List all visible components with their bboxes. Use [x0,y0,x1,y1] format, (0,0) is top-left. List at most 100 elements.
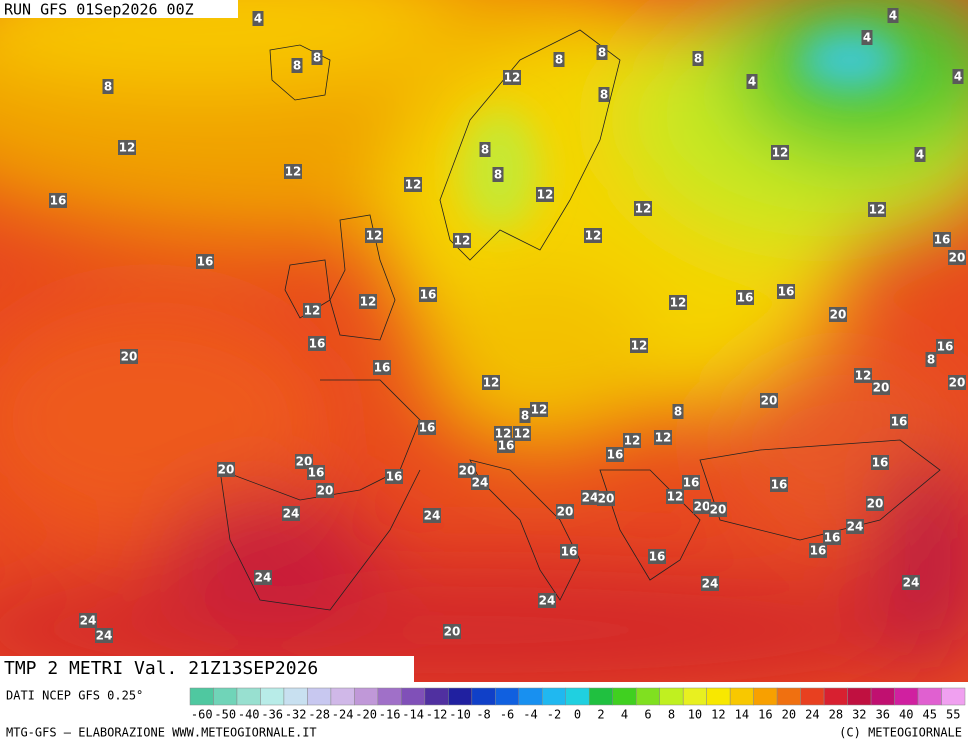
isotherm-label: 4 [748,75,756,89]
scale-tick-label: -16 [379,708,401,722]
scale-swatch [917,687,942,706]
isotherm-label: 24 [80,614,97,628]
isotherm-label: 16 [308,466,325,480]
isotherm-label: 24 [582,491,599,505]
isotherm-label: 24 [283,507,300,521]
scale-tick-label: -4 [523,708,537,722]
isotherm-label: 16 [778,285,795,299]
label-box [933,232,951,247]
label-box [291,58,303,73]
isotherm-label: 20 [598,492,615,506]
isotherm-label: 12 [537,188,554,202]
isotherm-label: 12 [360,295,377,309]
label-box [538,593,556,608]
label-box [709,502,727,517]
map-background [0,0,968,700]
scale-tick-label: 10 [688,708,702,722]
label-box [948,250,966,265]
isotherm-label: 12 [855,369,872,383]
scale-tick-label: 12 [711,708,725,722]
scale-swatch [542,687,567,706]
label-box [316,483,334,498]
label-box [307,465,325,480]
label-box [598,87,610,102]
label-box [829,307,847,322]
label-box [284,164,302,179]
isotherm-label: 16 [420,288,437,302]
label-box [823,530,841,545]
label-box [553,52,565,67]
scale-swatch [330,687,355,706]
scale-swatch [635,687,660,706]
isotherm-label: 16 [419,421,436,435]
isotherm-label: 12 [454,234,471,248]
label-box [861,30,873,45]
label-box [443,624,461,639]
isotherm-label: 16 [498,439,515,453]
isotherm-label: 20 [557,505,574,519]
scale-tick-label: -10 [449,708,471,722]
isotherm-label: 12 [655,431,672,445]
isotherm-label: 8 [555,53,563,67]
label-box [948,375,966,390]
isotherm-label: 12 [635,202,652,216]
isotherm-label: 24 [96,629,113,643]
isotherm-label: 24 [424,509,441,523]
label-box [513,426,531,441]
label-box [672,404,684,419]
label-box [634,201,652,216]
label-box [760,393,778,408]
scale-tick-label: 40 [899,708,913,722]
scale-tick-label: 45 [923,708,937,722]
isotherm-label: 16 [386,470,403,484]
label-box [365,228,383,243]
isotherm-label: 12 [304,304,321,318]
isotherm-label: 20 [873,381,890,395]
scale-tick-label: 55 [946,708,960,722]
isotherm-label: 16 [937,340,954,354]
isotherm-label: 16 [810,544,827,558]
isotherm-label: 20 [218,463,235,477]
scale-swatch [847,687,872,706]
label-box [771,145,789,160]
isotherm-label: 16 [50,194,67,208]
scale-tick-label: -32 [285,708,307,722]
header-box [0,0,238,18]
run-title: RUN GFS 01Sep2026 00Z [4,1,194,19]
isotherm-label: 20 [761,394,778,408]
scale-tick-label: 6 [644,708,651,722]
scale-tick-label: -20 [355,708,377,722]
scale-swatch [424,687,449,706]
isotherm-label: 20 [949,376,966,390]
scale-tick-label: -50 [214,708,236,722]
isotherm-label: 8 [927,353,935,367]
label-box [471,475,489,490]
scale-swatch [941,687,966,706]
label-box [581,490,599,505]
scale-tick-label: 20 [782,708,796,722]
isotherm-label: 8 [600,88,608,102]
scale-swatch [354,687,379,706]
label-box [120,349,138,364]
isotherm-label: 16 [561,545,578,559]
scale-tick-label: -2 [547,708,561,722]
isotherm-label: 16 [607,448,624,462]
scale-swatch [236,687,261,706]
scale-tick-label: 2 [597,708,604,722]
copyright: (C) METEOGIORNALE [839,726,962,740]
scale-tick-label: -28 [308,708,330,722]
isotherm-label: 20 [444,625,461,639]
label-box [311,50,323,65]
label-box [872,380,890,395]
isotherm-label: 12 [531,403,548,417]
label-box [809,543,827,558]
label-box [902,575,920,590]
isotherm-label: 12 [405,178,422,192]
label-box [423,508,441,523]
label-box [596,45,608,60]
label-box [536,187,554,202]
label-box [458,463,476,478]
scale-swatch [189,687,214,706]
